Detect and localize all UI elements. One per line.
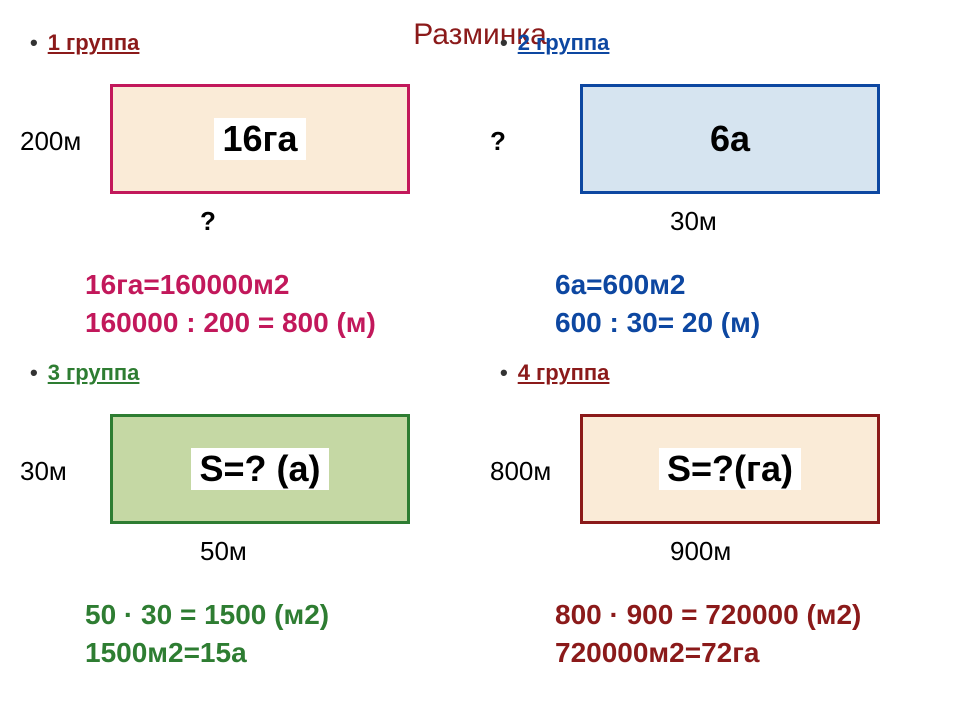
group-4-label: 4 группа: [518, 360, 610, 386]
group-1-figure: 200м 16га ?: [30, 66, 470, 266]
group-2-calc-line2: 600 : 30= 20 (м): [555, 304, 940, 342]
group-4-calc-line1: 800 · 900 = 720000 (м2): [555, 596, 940, 634]
group-1-box: 16га: [110, 84, 410, 194]
group-1-calc-line1: 16га=160000м2: [85, 266, 470, 304]
group-4-cell: • 4 группа 800м S=?(га) 900м 800 · 900 =…: [500, 360, 940, 672]
group-1-calc-line2: 160000 : 200 = 800 (м): [85, 304, 470, 342]
group-1-sidelabel: 200м: [20, 126, 81, 157]
group-3-header: • 3 группа: [30, 360, 470, 386]
group-3-box-text: S=? (а): [191, 448, 328, 490]
group-2-sidelabel: ?: [490, 126, 506, 157]
group-2-calc-line1: 6а=600м2: [555, 266, 940, 304]
group-4-calc: 800 · 900 = 720000 (м2) 720000м2=72га: [500, 596, 940, 672]
group-1-calc: 16га=160000м2 160000 : 200 = 800 (м): [30, 266, 470, 342]
group-3-calc-line1: 50 · 30 = 1500 (м2): [85, 596, 470, 634]
group-3-calc-line2: 1500м2=15а: [85, 634, 470, 672]
group-4-header: • 4 группа: [500, 360, 940, 386]
group-2-box-text: 6а: [702, 118, 758, 160]
group-2-cell: • 2 группа ? 6а 30м 6а=600м2 600 : 30= 2…: [500, 30, 940, 342]
bullet-icon: •: [30, 30, 38, 56]
group-3-box: S=? (а): [110, 414, 410, 524]
group-1-cell: • 1 группа 200м 16га ? 16га=160000м2 160…: [30, 30, 470, 342]
group-2-box: 6а: [580, 84, 880, 194]
group-1-box-text: 16га: [214, 118, 305, 160]
bullet-icon: •: [500, 30, 508, 56]
group-4-sidelabel: 800м: [490, 456, 551, 487]
group-1-bottom: ?: [200, 206, 216, 237]
group-4-box: S=?(га): [580, 414, 880, 524]
bullet-icon: •: [30, 360, 38, 386]
group-4-bottom: 900м: [670, 536, 731, 567]
group-3-sidelabel: 30м: [20, 456, 67, 487]
group-3-calc: 50 · 30 = 1500 (м2) 1500м2=15а: [30, 596, 470, 672]
group-2-bottom: 30м: [670, 206, 717, 237]
group-2-header: • 2 группа: [500, 30, 940, 56]
bullet-icon: •: [500, 360, 508, 386]
group-2-figure: ? 6а 30м: [500, 66, 940, 266]
group-1-label: 1 группа: [48, 30, 140, 56]
group-3-figure: 30м S=? (а) 50м: [30, 396, 470, 596]
group-4-figure: 800м S=?(га) 900м: [500, 396, 940, 596]
group-2-label: 2 группа: [518, 30, 610, 56]
group-4-calc-line2: 720000м2=72га: [555, 634, 940, 672]
groups-grid: • 1 группа 200м 16га ? 16га=160000м2 160…: [30, 30, 930, 710]
group-3-bottom: 50м: [200, 536, 247, 567]
group-3-cell: • 3 группа 30м S=? (а) 50м 50 · 30 = 150…: [30, 360, 470, 672]
group-4-box-text: S=?(га): [659, 448, 801, 490]
group-1-header: • 1 группа: [30, 30, 470, 56]
group-3-label: 3 группа: [48, 360, 140, 386]
group-2-calc: 6а=600м2 600 : 30= 20 (м): [500, 266, 940, 342]
